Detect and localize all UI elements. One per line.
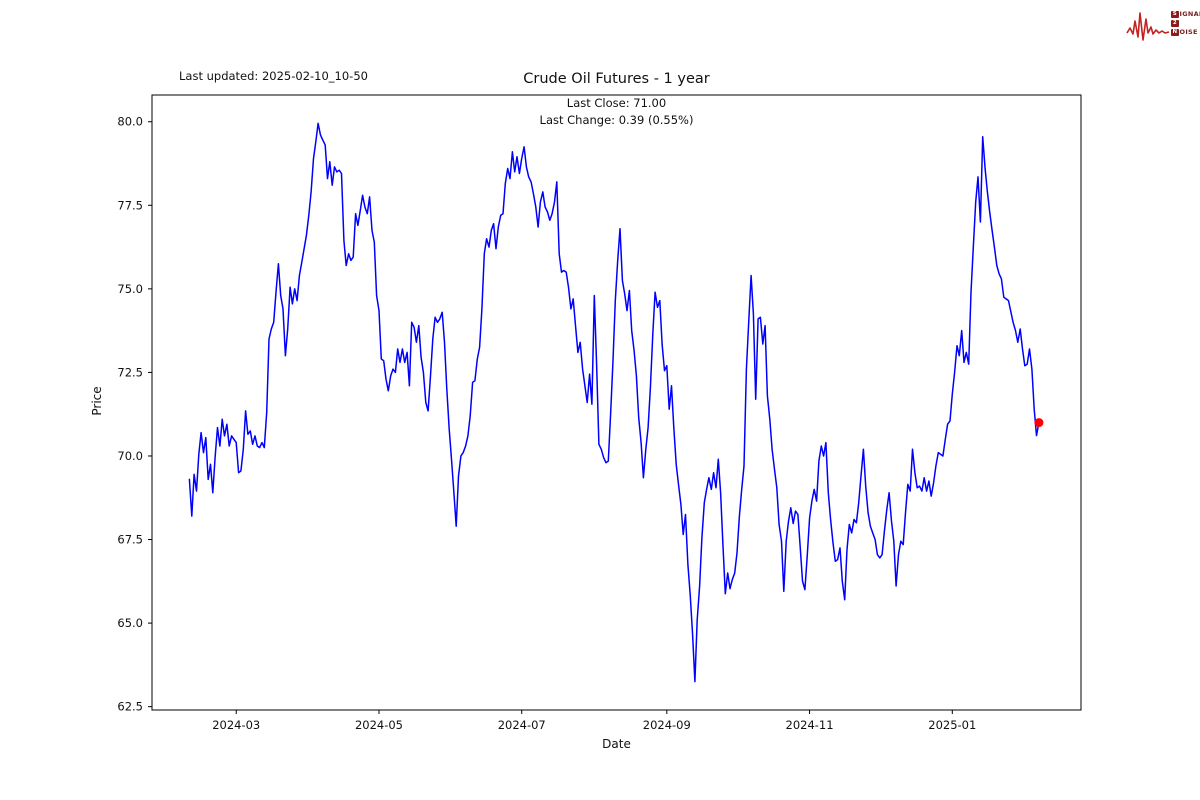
price-line: [188, 122, 1040, 683]
axes-frame: [151, 94, 1082, 711]
logo-row-signal: SIGNAL: [1171, 10, 1200, 19]
logo-row-noise: N OISE: [1171, 28, 1198, 37]
last-close-marker: [1034, 418, 1044, 428]
y-tick-label: 62.5: [117, 700, 143, 714]
x-tick-label: 2024-07: [498, 718, 546, 732]
last-change-text: Last Change: 0.39 (0.55%): [539, 113, 694, 127]
logo-letterbox-s: S: [1171, 10, 1179, 19]
x-axis-label: Date: [602, 737, 631, 751]
last-updated-text: Last updated: 2025-02-10_10-50: [179, 69, 368, 83]
x-tick-label: 2024-03: [212, 718, 260, 732]
y-tick-label: 77.5: [117, 198, 143, 212]
y-tick-label: 70.0: [117, 449, 143, 463]
heartbeat-waveform-icon: [1126, 12, 1170, 41]
logo-row-two: 2: [1171, 18, 1200, 28]
y-tick-label: 75.0: [117, 282, 143, 296]
x-tick-label: 2024-05: [355, 718, 403, 732]
x-tick-label: 2024-11: [786, 718, 834, 732]
y-axis-label: Price: [90, 386, 104, 416]
x-tick-label: 2025-01: [928, 718, 976, 732]
y-tick-label: 72.5: [117, 365, 143, 379]
y-tick-label: 80.0: [117, 115, 143, 129]
y-tick-label: 65.0: [117, 616, 143, 630]
y-tick-label: 67.5: [117, 533, 143, 547]
last-close-text: Last Close: 71.00: [566, 96, 667, 110]
chart-title: Crude Oil Futures - 1 year: [523, 71, 710, 87]
logo-letterbox-n: N: [1171, 28, 1179, 37]
x-tick-label: 2024-09: [643, 718, 691, 732]
logo-letterbox-2: 2: [1171, 19, 1179, 28]
